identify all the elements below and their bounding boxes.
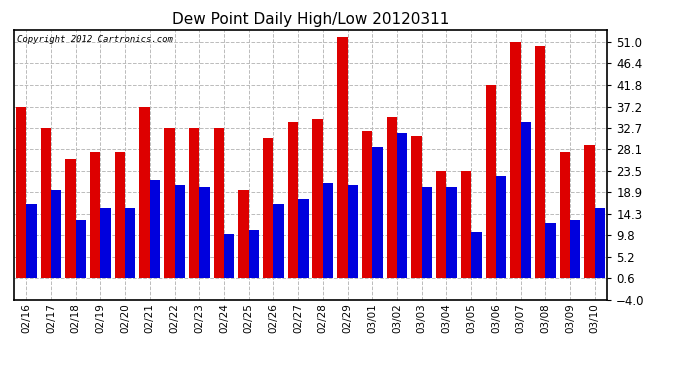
- Bar: [486, 85, 496, 278]
- Bar: [446, 187, 457, 278]
- Bar: [150, 180, 160, 278]
- Bar: [76, 220, 86, 278]
- Bar: [51, 190, 61, 278]
- Title: Dew Point Daily High/Low 20120311: Dew Point Daily High/Low 20120311: [172, 12, 449, 27]
- Bar: [175, 185, 185, 278]
- Bar: [214, 128, 224, 278]
- Bar: [584, 145, 595, 278]
- Bar: [560, 152, 570, 278]
- Bar: [511, 42, 521, 278]
- Bar: [125, 209, 135, 278]
- Bar: [521, 122, 531, 278]
- Bar: [348, 185, 358, 278]
- Bar: [164, 128, 175, 278]
- Bar: [362, 131, 373, 278]
- Bar: [422, 187, 432, 278]
- Bar: [337, 37, 348, 278]
- Text: Copyright 2012 Cartronics.com: Copyright 2012 Cartronics.com: [17, 35, 172, 44]
- Bar: [41, 128, 51, 278]
- Bar: [288, 122, 298, 278]
- Bar: [471, 232, 482, 278]
- Bar: [115, 152, 125, 278]
- Bar: [16, 106, 26, 278]
- Bar: [545, 222, 555, 278]
- Bar: [90, 152, 100, 278]
- Bar: [595, 209, 605, 278]
- Bar: [570, 220, 580, 278]
- Bar: [100, 209, 110, 278]
- Bar: [139, 106, 150, 278]
- Bar: [189, 128, 199, 278]
- Bar: [496, 176, 506, 278]
- Bar: [373, 147, 383, 278]
- Bar: [323, 183, 333, 278]
- Bar: [397, 133, 407, 278]
- Bar: [26, 204, 37, 278]
- Bar: [273, 204, 284, 278]
- Bar: [66, 159, 76, 278]
- Bar: [224, 234, 235, 278]
- Bar: [263, 138, 273, 278]
- Bar: [298, 199, 308, 278]
- Bar: [238, 190, 248, 278]
- Bar: [436, 171, 446, 278]
- Bar: [199, 187, 210, 278]
- Bar: [411, 136, 422, 278]
- Bar: [535, 46, 545, 278]
- Bar: [461, 171, 471, 278]
- Bar: [313, 119, 323, 278]
- Bar: [386, 117, 397, 278]
- Bar: [248, 230, 259, 278]
